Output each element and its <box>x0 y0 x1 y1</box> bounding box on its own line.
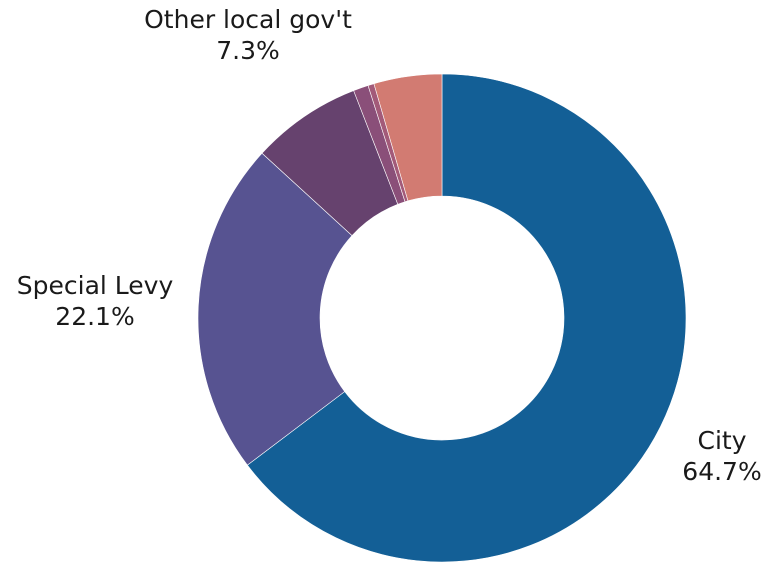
label-city: City 64.7% <box>682 425 761 487</box>
label-special-levy-name: Special Levy <box>16 271 174 300</box>
slice-city <box>246 73 687 562</box>
label-special-levy-value: 22.1% <box>55 302 135 331</box>
slice-minor-5 <box>373 73 443 202</box>
label-special-levy: Special Levy 22.1% <box>17 270 173 332</box>
label-other-local-govt-name: Other local gov't <box>144 5 352 34</box>
label-city-name: City <box>697 426 747 455</box>
label-other-local-govt-value: 7.3% <box>216 36 280 65</box>
slice-special-levy <box>197 152 353 466</box>
label-other-local-govt: Other local gov't 7.3% <box>144 4 352 66</box>
label-city-value: 64.7% <box>682 457 762 486</box>
